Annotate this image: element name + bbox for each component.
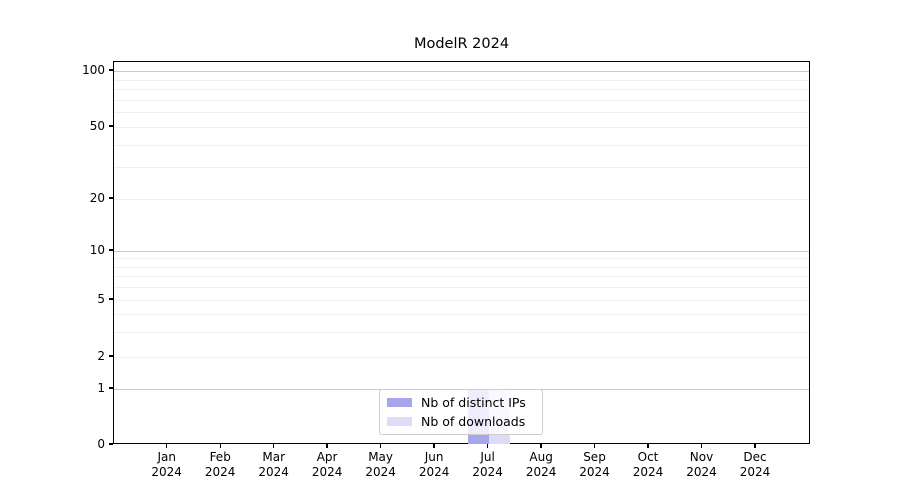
- y-tick-label: 50: [89, 119, 105, 133]
- plot-area: Nb of distinct IPs Nb of downloads: [113, 61, 810, 444]
- x-tick-label-mar: Mar 2024: [258, 450, 289, 479]
- y-tick-mark: [109, 298, 113, 300]
- y-tick-label: 5: [97, 292, 105, 306]
- x-tick-label-aug: Aug 2024: [525, 450, 557, 479]
- x-tick-mark: [754, 444, 756, 448]
- gridline-minor: [114, 127, 809, 128]
- gridline-minor: [114, 258, 809, 260]
- x-tick-label-jul: Jul 2024: [472, 450, 503, 479]
- legend-swatch-distinct-ips: [387, 398, 412, 408]
- y-tick-mark: [109, 197, 113, 199]
- y-tick-mark: [109, 69, 113, 71]
- y-tick-mark: [109, 125, 113, 127]
- x-tick-mark: [593, 444, 596, 448]
- y-tick-mark: [109, 443, 113, 445]
- legend-label-downloads: Nb of downloads: [421, 413, 526, 429]
- x-tick-label-jun: Jun 2024: [418, 450, 450, 479]
- gridline-minor: [114, 266, 809, 268]
- x-tick-mark: [219, 444, 221, 448]
- chart-title: ModelR 2024: [413, 36, 510, 52]
- y-tick-label: 100: [82, 63, 105, 77]
- gridline-minor: [114, 167, 809, 169]
- y-tick-mark: [109, 249, 113, 251]
- y-tick-mark: [109, 387, 113, 389]
- gridline-minor: [114, 357, 809, 358]
- gridline-minor: [114, 79, 809, 81]
- gridline-minor: [114, 112, 809, 114]
- x-tick-mark: [540, 444, 542, 448]
- legend-swatch-downloads: [387, 416, 412, 426]
- legend-label-distinct-ips: Nb of distinct IPs: [421, 395, 526, 411]
- x-tick-label-apr: Apr 2024: [311, 450, 343, 479]
- x-tick-mark: [433, 444, 435, 448]
- y-tick-label: 20: [89, 191, 105, 205]
- legend-item-distinct-ips: Nb of distinct IPs: [387, 395, 535, 410]
- gridline-major: [114, 71, 809, 72]
- gridline-minor: [114, 99, 809, 101]
- y-tick-label: 0: [97, 437, 105, 451]
- gridline-minor: [114, 144, 809, 146]
- y-tick-label: 1: [97, 381, 105, 395]
- x-tick-label-sep: Sep 2024: [579, 450, 610, 479]
- gridline-minor: [114, 199, 809, 200]
- legend-item-downloads: Nb of downloads: [387, 414, 535, 429]
- gridline-major: [114, 251, 809, 252]
- gridline-minor: [114, 276, 809, 278]
- x-tick-mark: [379, 444, 382, 448]
- x-tick-mark: [700, 444, 703, 448]
- gridline-minor: [114, 313, 809, 315]
- x-tick-mark: [486, 444, 489, 448]
- x-tick-mark: [647, 444, 649, 448]
- x-tick-mark: [166, 444, 168, 448]
- x-tick-label-feb: Feb 2024: [204, 450, 236, 479]
- y-tick-mark: [109, 355, 113, 357]
- x-tick-label-jan: Jan 2024: [151, 450, 182, 479]
- x-tick-mark: [273, 444, 275, 448]
- gridline-minor: [114, 300, 809, 301]
- y-tick-label: 2: [97, 349, 105, 363]
- x-tick-label-dec: Dec 2024: [739, 450, 771, 479]
- gridline-minor: [114, 287, 809, 289]
- x-tick-label-nov: Nov 2024: [686, 450, 717, 479]
- gridline-minor: [114, 89, 809, 90]
- gridline-minor: [114, 331, 809, 333]
- legend: Nb of distinct IPs Nb of downloads: [379, 389, 543, 435]
- x-tick-label-oct: Oct 2024: [632, 450, 664, 479]
- x-tick-label-may: May 2024: [365, 450, 396, 479]
- x-tick-mark: [326, 444, 328, 448]
- y-tick-label: 10: [89, 243, 105, 257]
